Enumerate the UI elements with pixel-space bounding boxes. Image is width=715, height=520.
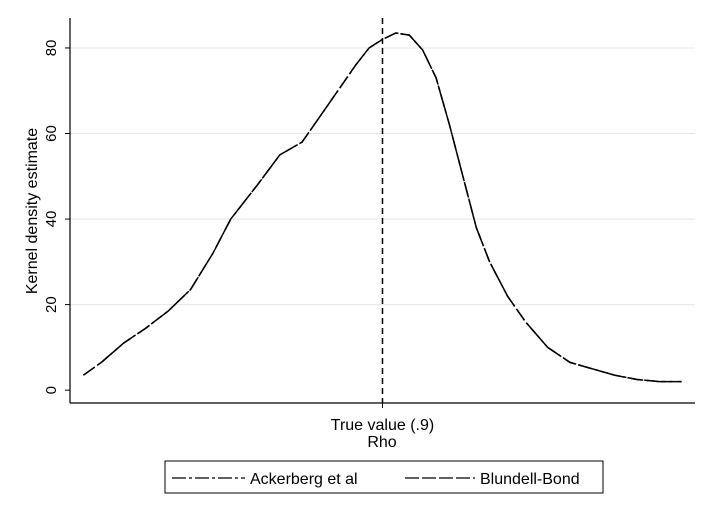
- x-axis-title: Rho: [367, 434, 396, 451]
- y-axis-title: Kernel density estimate: [24, 128, 41, 294]
- series-lines: [82, 32, 682, 383]
- y-tick-label: 20: [43, 296, 60, 313]
- y-tick-label: 0: [43, 386, 60, 394]
- legend: Ackerberg et al Blundell-Bond: [164, 460, 604, 494]
- y-tick-label: 80: [43, 40, 60, 57]
- y-ticks: 0 20 40 60 80: [43, 40, 70, 394]
- legend-box: [164, 460, 604, 494]
- legend-label-ackerberg: Ackerberg et al: [250, 471, 358, 488]
- x-tick-label: True value (.9): [331, 417, 434, 434]
- y-tick-label: 40: [43, 211, 60, 228]
- series-line-blundell-bond: [82, 32, 682, 383]
- legend-label-blundell-bond: Blundell-Bond: [480, 471, 580, 488]
- y-tick-label: 60: [43, 125, 60, 142]
